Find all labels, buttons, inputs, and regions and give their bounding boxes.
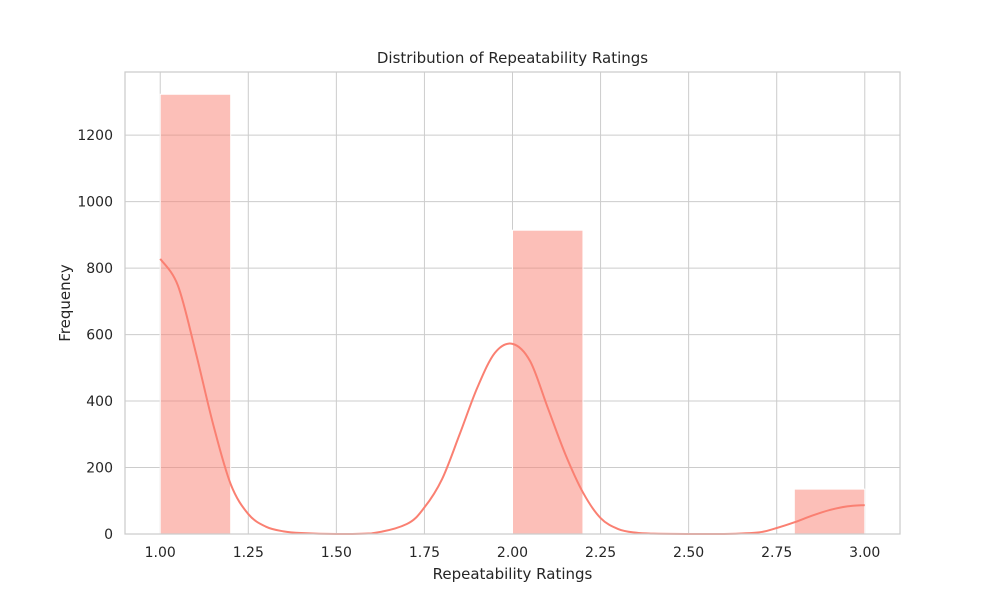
x-tick-labels: 1.00 1.25 1.50 1.75 2.00 2.25 2.50 2.75 3.00: [145, 545, 881, 561]
histogram-bar: [159, 93, 232, 535]
y-tick-label: 400: [86, 394, 113, 410]
kde-line: [159, 258, 865, 536]
x-tick-label: 2.75: [761, 545, 792, 561]
x-tick-label: 1.25: [233, 545, 264, 561]
kde-layer: [159, 258, 865, 536]
x-tick-label: 2.25: [585, 545, 616, 561]
y-tick-labels: 0 200 400 600 800 1000 1200: [77, 128, 113, 543]
plot-frame: [124, 71, 901, 535]
x-tick-label: 3.00: [849, 545, 880, 561]
y-tick-label: 0: [104, 527, 113, 543]
x-tick-label: 1.00: [145, 545, 176, 561]
y-tick-label: 200: [86, 461, 113, 477]
bars-layer: [159, 93, 866, 535]
x-tick-label: 1.50: [321, 545, 352, 561]
x-tick-label: 1.75: [409, 545, 440, 561]
y-tick-label: 1200: [77, 128, 113, 144]
histogram-bar: [512, 229, 584, 535]
x-tick-label: 2.00: [497, 545, 528, 561]
y-axis-title: Frequency: [56, 264, 74, 342]
y-tick-label: 800: [86, 261, 113, 277]
y-tick-label: 1000: [77, 195, 113, 211]
chart-title: Distribution of Repeatability Ratings: [377, 49, 648, 67]
x-tick-label: 2.50: [673, 545, 704, 561]
x-axis-title: Repeatability Ratings: [433, 565, 593, 583]
y-tick-label: 600: [86, 328, 113, 344]
histogram-bar: [793, 488, 866, 535]
